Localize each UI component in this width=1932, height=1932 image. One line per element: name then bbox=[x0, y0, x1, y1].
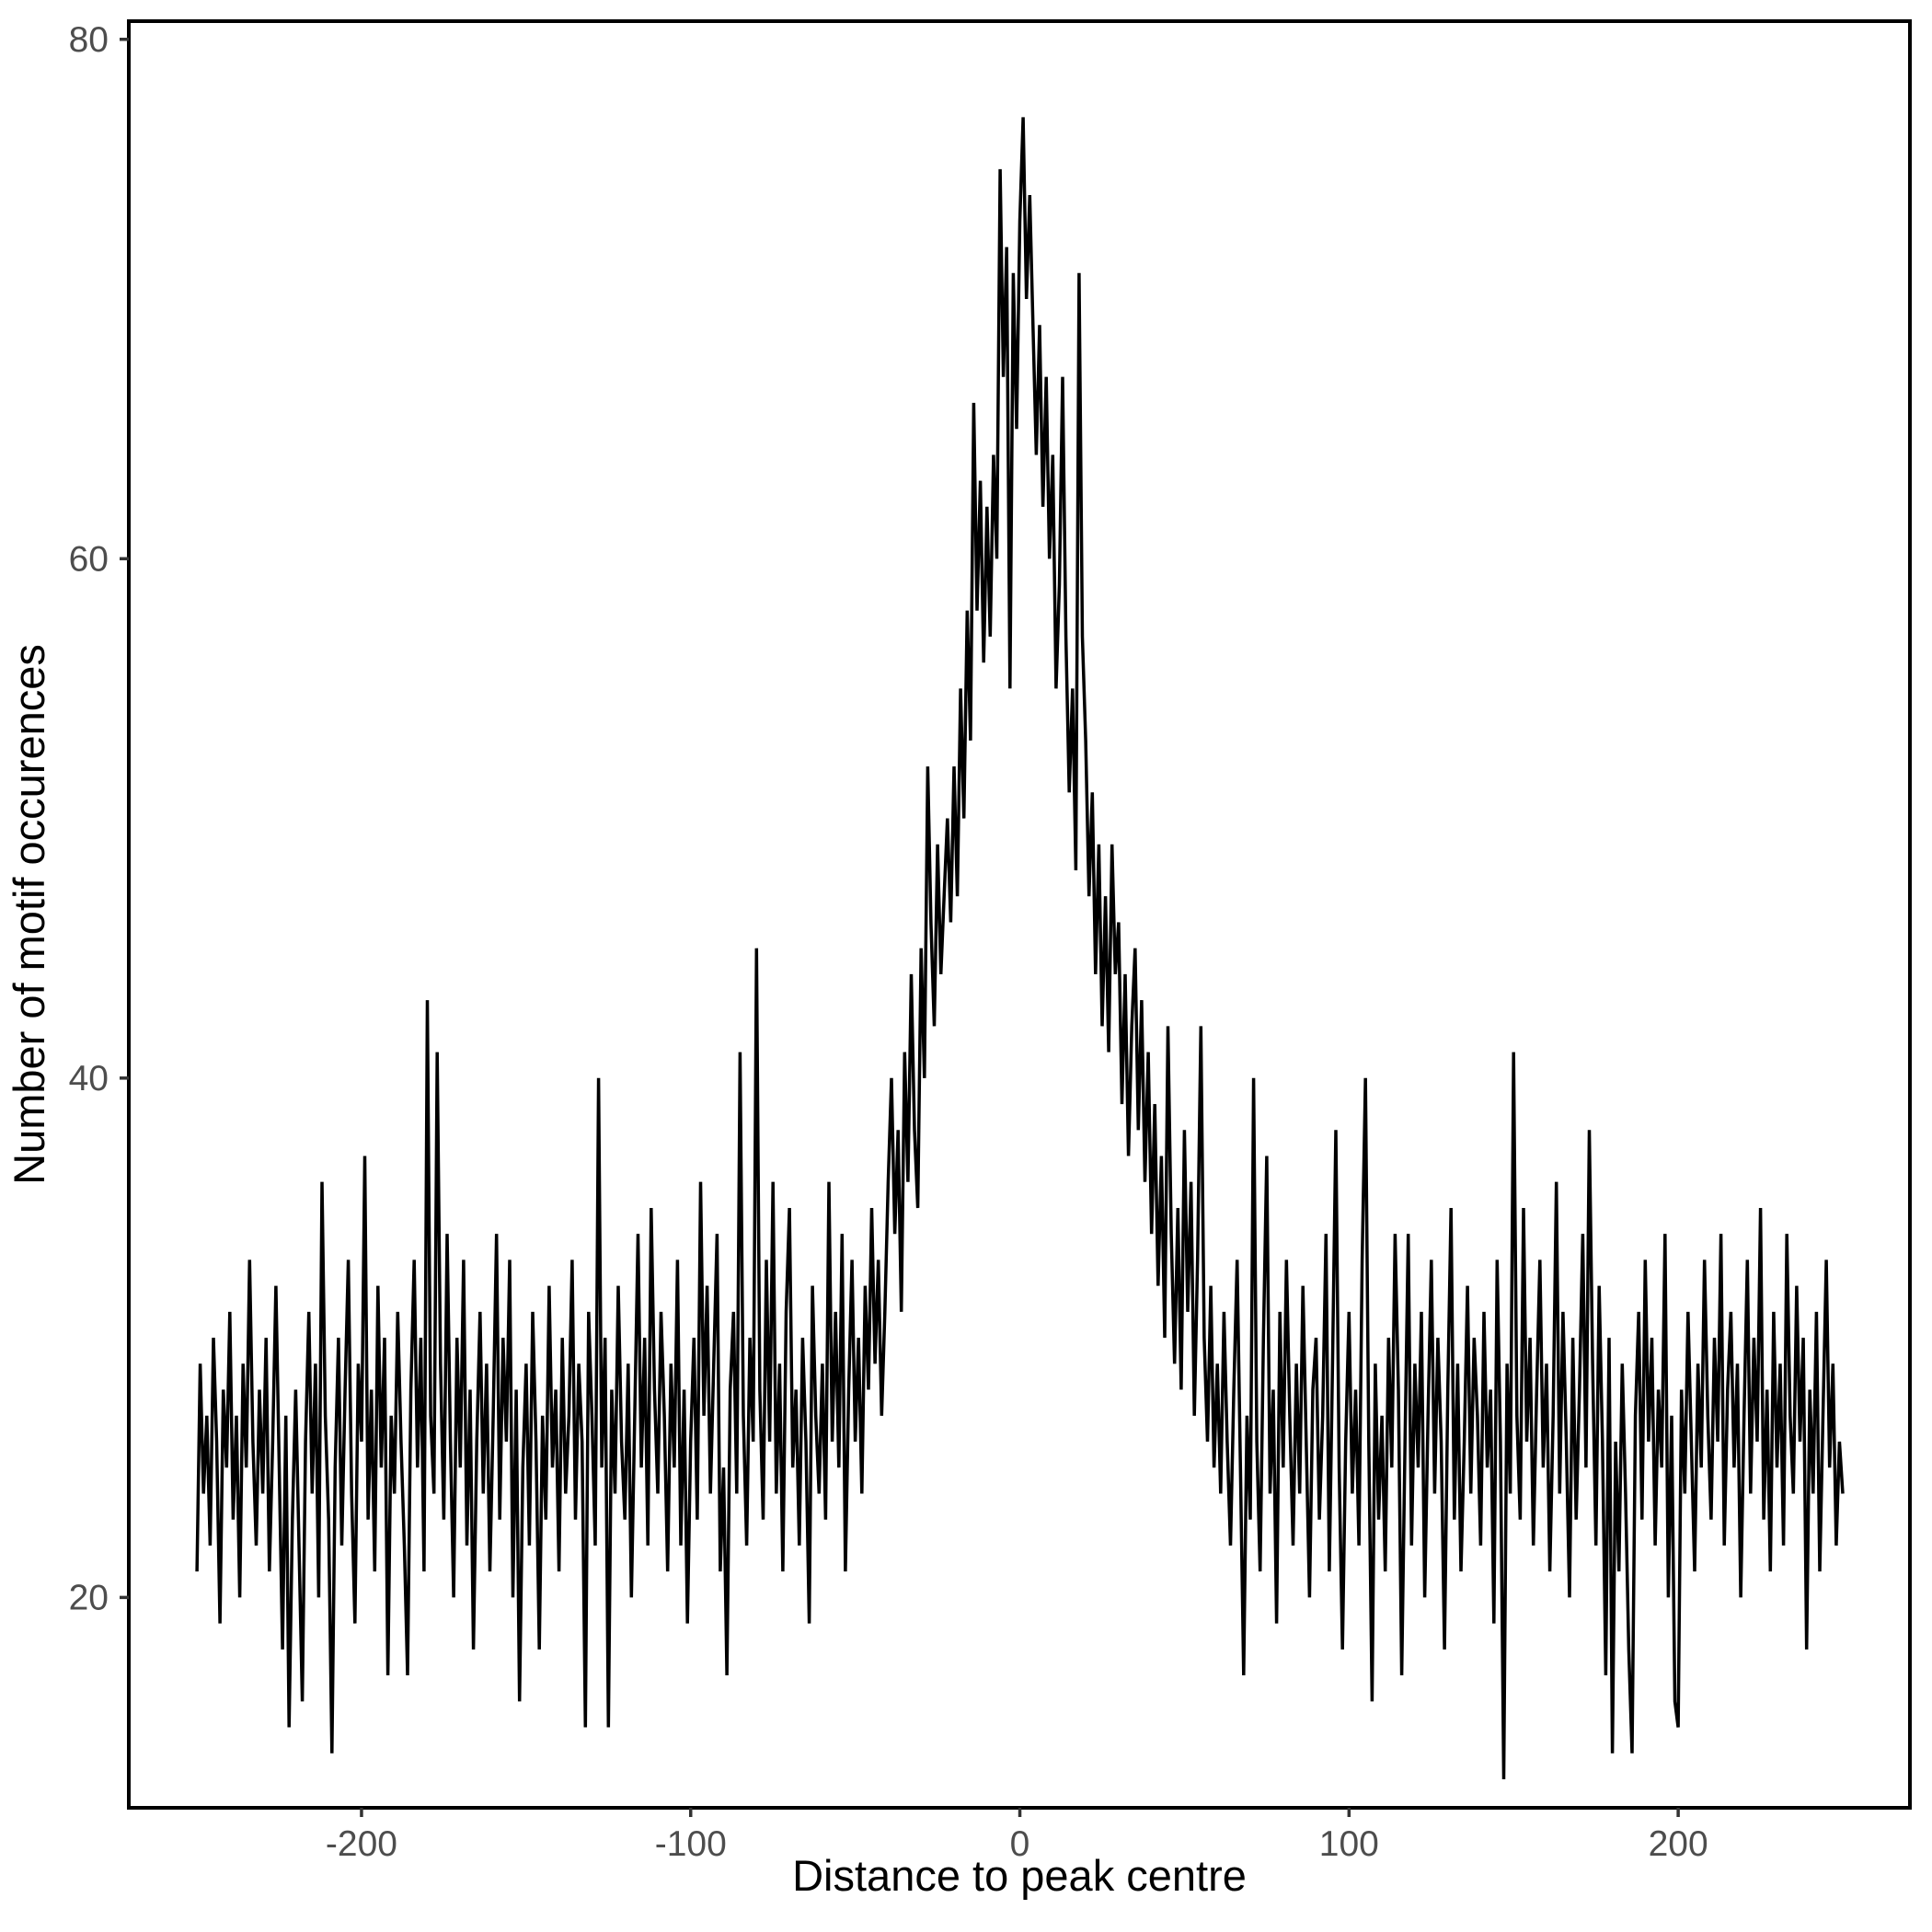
y-tick-label: 20 bbox=[69, 1578, 109, 1617]
x-tick-label: 0 bbox=[1010, 1824, 1030, 1864]
x-tick-label: 100 bbox=[1319, 1824, 1379, 1864]
x-tick-label: 200 bbox=[1649, 1824, 1708, 1864]
y-tick-label: 60 bbox=[69, 539, 109, 579]
x-axis-title: Distance to peak centre bbox=[792, 1851, 1247, 1900]
y-tick-label: 80 bbox=[69, 20, 109, 60]
x-axis-ticks: -200 -100 0 100 200 bbox=[326, 1808, 1708, 1864]
motif-occurrence-line bbox=[195, 117, 1845, 1780]
x-tick-label: -100 bbox=[655, 1824, 727, 1864]
y-axis-ticks: 20 40 60 80 bbox=[69, 20, 129, 1617]
y-axis-title: Number of motif occurences bbox=[5, 644, 53, 1185]
x-tick-label: -200 bbox=[326, 1824, 397, 1864]
data-series bbox=[195, 117, 1845, 1780]
y-tick-label: 40 bbox=[69, 1059, 109, 1098]
